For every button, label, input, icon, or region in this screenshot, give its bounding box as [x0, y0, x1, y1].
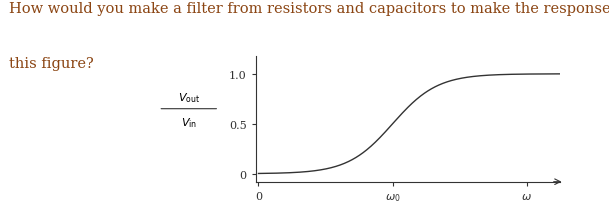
Text: $V_\mathrm{in}$: $V_\mathrm{in}$: [181, 115, 197, 129]
Text: How would you make a filter from resistors and capacitors to make the response s: How would you make a filter from resisto…: [9, 2, 609, 16]
Text: this figure?: this figure?: [9, 57, 94, 70]
Text: $V_\mathrm{out}$: $V_\mathrm{out}$: [178, 90, 200, 104]
